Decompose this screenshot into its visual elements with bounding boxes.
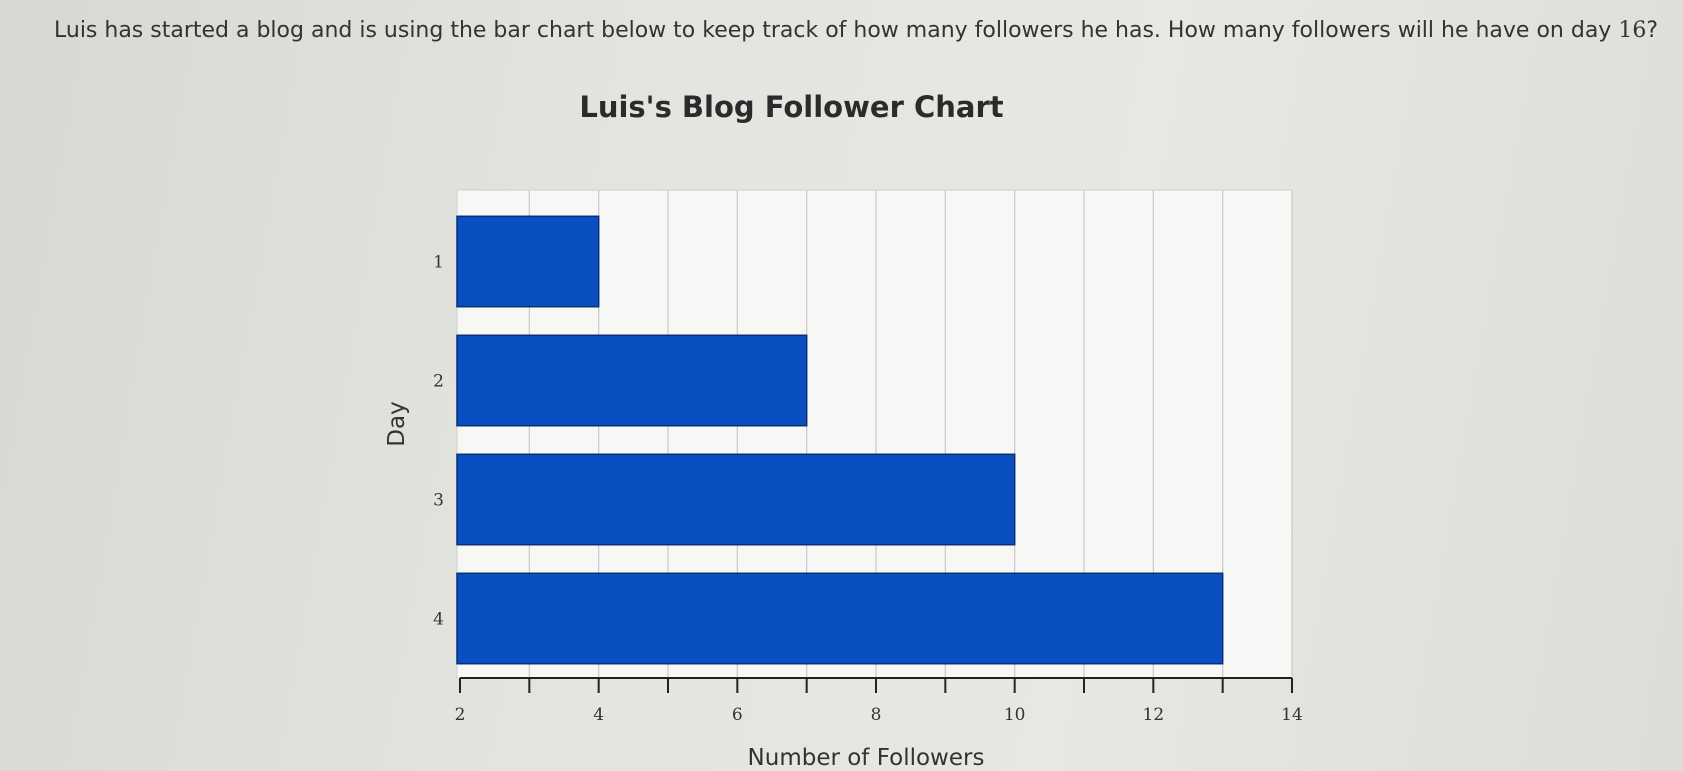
y-axis-title: Day bbox=[384, 401, 410, 446]
y-tick-label: 2 bbox=[433, 372, 444, 392]
bar-day-2 bbox=[456, 334, 808, 427]
bar-day-4 bbox=[456, 572, 1224, 665]
x-tick-label: 6 bbox=[732, 705, 743, 725]
y-axis: 1 2 3 4 bbox=[433, 253, 444, 630]
x-tick-label: 12 bbox=[1143, 705, 1165, 725]
y-tick-label: 3 bbox=[433, 491, 444, 511]
bar-day-3 bbox=[456, 453, 1016, 546]
question-suffix: ? bbox=[1646, 18, 1659, 43]
bar-day-1 bbox=[456, 215, 600, 308]
x-tick-label: 2 bbox=[455, 705, 466, 725]
question-day-number: 16 bbox=[1618, 18, 1647, 43]
x-tick-label: 14 bbox=[1281, 705, 1303, 725]
x-tick-label: 8 bbox=[871, 705, 882, 725]
question-text: Luis has started a blog and is using the… bbox=[54, 18, 1658, 43]
question-prefix: Luis has started a blog and is using the… bbox=[54, 18, 1619, 43]
x-axis: 2 4 6 8 10 12 14 bbox=[455, 677, 1303, 725]
x-tick-label: 10 bbox=[1004, 705, 1026, 725]
x-axis-title: Number of Followers bbox=[748, 745, 985, 771]
x-tick-label: 4 bbox=[593, 705, 604, 725]
y-tick-label: 1 bbox=[433, 253, 444, 273]
bars bbox=[456, 215, 1224, 665]
chart-title: Luis's Blog Follower Chart bbox=[579, 90, 1004, 124]
y-tick-label: 4 bbox=[433, 610, 444, 630]
